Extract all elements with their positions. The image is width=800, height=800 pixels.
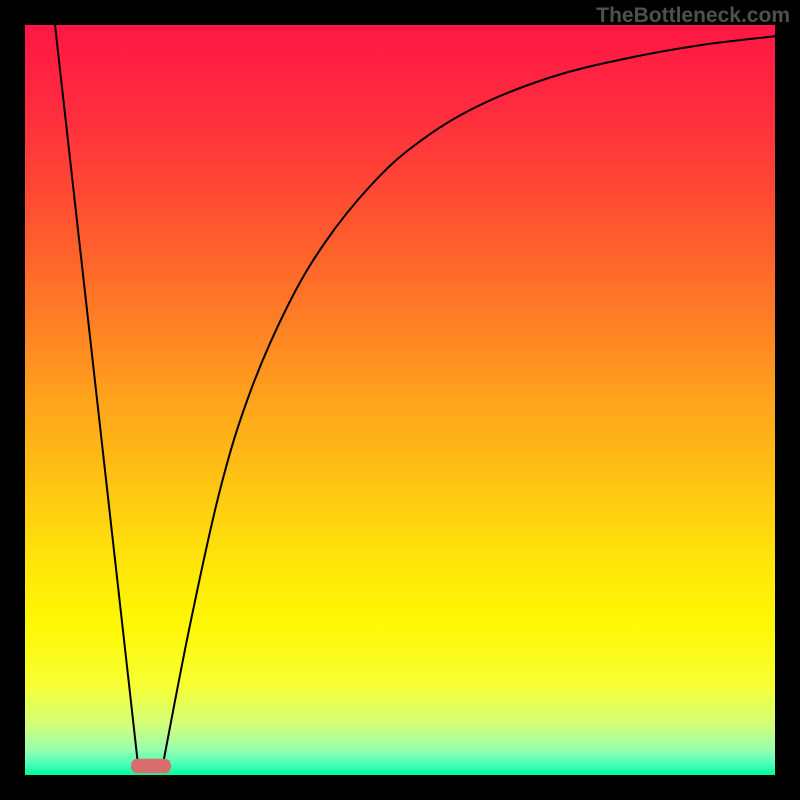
bottleneck-marker: [132, 759, 171, 773]
plot-area: [25, 25, 775, 775]
chart-container: TheBottleneck.com: [0, 0, 800, 800]
plot-svg: [25, 25, 775, 775]
watermark-text: TheBottleneck.com: [596, 4, 790, 28]
gradient-background: [25, 25, 775, 775]
